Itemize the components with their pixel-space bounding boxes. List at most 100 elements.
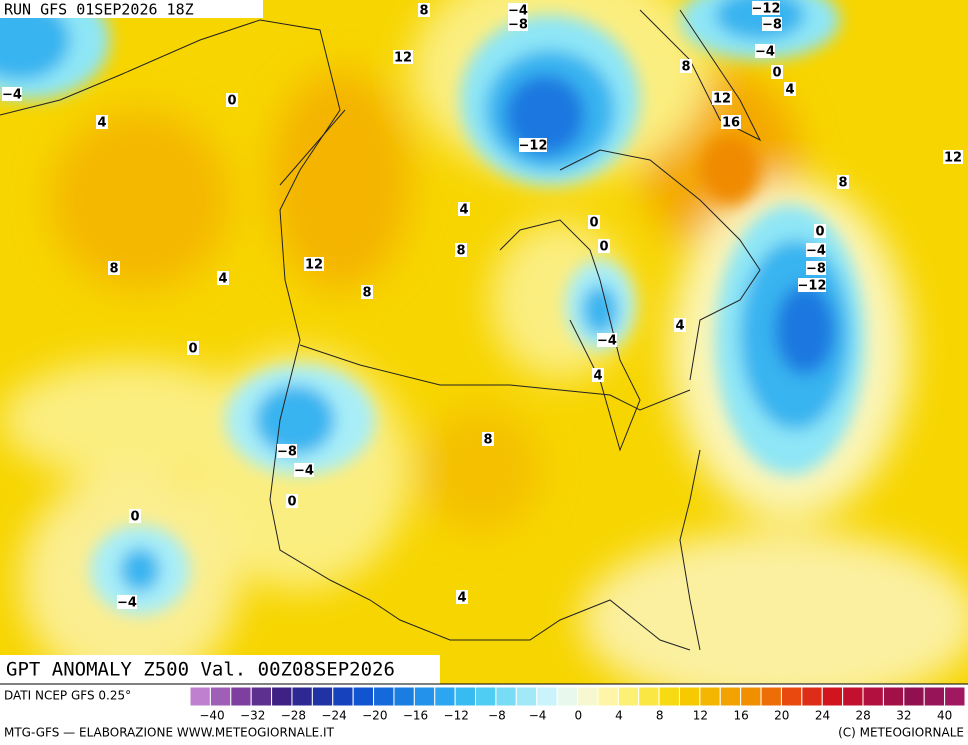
contour-label-bg [226, 93, 238, 107]
footer-left: MTG-GFS — ELABORAZIONE WWW.METEOGIORNALE… [4, 726, 335, 740]
colorbar-label: −32 [240, 709, 265, 723]
colorbar-swatch [842, 686, 864, 707]
colorbar-swatch [189, 686, 211, 707]
contour-label-bg [458, 202, 470, 216]
contour-label: −8 [277, 445, 297, 460]
contour-label-bg [674, 318, 686, 332]
colorbar-label: 40 [937, 709, 952, 723]
colorbar-swatch [515, 686, 538, 707]
colorbar-swatch [536, 686, 558, 707]
contour-label: 4 [457, 591, 466, 606]
map-field [0, 0, 968, 684]
contour-label-bg [762, 17, 782, 31]
colorbar-swatch [597, 686, 619, 707]
contour-label-bg [187, 341, 199, 355]
colorbar-swatch [209, 686, 232, 707]
contour-label: 16 [722, 116, 740, 131]
colorbar: −40 −32 −28 −24 −20 −16 −12 −8 −4 0 4 8 12 16 20 24 28 32… [189, 686, 966, 723]
colorbar-swatch [454, 686, 477, 707]
colorbar-label: 0 [574, 709, 582, 723]
colorbar-swatch [495, 686, 517, 707]
colorbar-swatch [862, 686, 884, 707]
title-box [0, 655, 440, 684]
contour-label: 12 [713, 92, 731, 107]
colorbar-swatch [393, 686, 415, 707]
colorbar-label: −12 [444, 709, 469, 723]
colorbar-swatch [617, 686, 640, 707]
contour-label-bg [286, 494, 298, 508]
colorbar-label: −40 [199, 709, 224, 723]
contour-label-bg [806, 261, 826, 275]
colorbar-swatch [740, 686, 762, 707]
contour-label: −8 [806, 262, 826, 277]
contour-label: 0 [287, 495, 296, 510]
colorbar-swatch [271, 686, 293, 707]
contour-label-bg [361, 285, 373, 299]
colorbar-swatch [291, 686, 313, 707]
contour-label: −4 [2, 88, 22, 103]
colorbar-swatch [373, 686, 395, 707]
colorbar-swatch [719, 686, 742, 707]
contour-label: 12 [394, 51, 412, 66]
contour-label-bg [117, 595, 137, 609]
colorbar-swatch [801, 686, 823, 707]
colorbar-label: −28 [281, 709, 306, 723]
footer-right: (C) METEOGIORNALE [838, 726, 964, 740]
colorbar-label: 12 [693, 709, 708, 723]
colorbar-swatch [923, 686, 946, 707]
contour-label: −12 [519, 139, 548, 154]
contour-label: 0 [815, 225, 824, 240]
colorbar-swatch [413, 686, 436, 707]
colorbar-label: 32 [896, 709, 911, 723]
contour-label: −4 [597, 334, 617, 349]
contour-label-bg [597, 333, 617, 347]
contour-label-bg [108, 261, 120, 275]
contour-label: −4 [294, 464, 314, 479]
colorbar-label: 16 [733, 709, 748, 723]
colorbar-swatch [760, 686, 782, 707]
colorbar-swatch [678, 686, 701, 707]
contour-label: 8 [838, 176, 847, 191]
contour-label: −8 [762, 18, 782, 33]
contour-label: −4 [755, 45, 775, 60]
contour-label-bg [294, 463, 314, 477]
contour-label-bg [755, 44, 775, 58]
coastlines [0, 9, 762, 651]
contour-label-bg [217, 271, 229, 285]
contour-label: 0 [188, 342, 197, 357]
colorbar-label: 4 [615, 709, 623, 723]
contour-label: 0 [130, 510, 139, 525]
colorbar-label: 8 [656, 709, 664, 723]
contour-label: 12 [944, 151, 962, 166]
contour-label: −8 [508, 18, 528, 33]
contour-label-bg [712, 91, 732, 105]
contour-label-bg [680, 59, 692, 73]
contour-label-bg [96, 115, 108, 129]
contour-label: 0 [589, 216, 598, 231]
colorbar-label: −24 [321, 709, 346, 723]
contour-label-bg [304, 257, 324, 271]
contour-label: 8 [362, 286, 371, 301]
map-title: GPT ANOMALY Z500 Val. 00Z08SEP2026 [6, 659, 395, 681]
contour-label: 8 [681, 60, 690, 75]
contour-label: −4 [806, 244, 826, 259]
contour-label: 4 [785, 83, 794, 98]
colorbar-swatch [434, 686, 456, 707]
contour-label-bg [508, 3, 528, 17]
colorbar-swatch [944, 686, 966, 707]
contour-label-bg [418, 3, 430, 17]
contour-label-bg [277, 444, 297, 458]
colorbar-swatch [250, 686, 273, 707]
contour-label: 4 [459, 203, 468, 218]
contour-label: −12 [752, 2, 781, 17]
contour-label-bg [752, 1, 780, 15]
contour-label: −12 [798, 279, 827, 294]
contour-label-bg [2, 87, 22, 101]
colorbar-swatch [352, 686, 375, 707]
colorbar-swatch [658, 686, 680, 707]
colorbar-swatch [556, 686, 579, 707]
contour-label: 12 [305, 258, 323, 273]
contour-label-bg [771, 65, 783, 79]
contour-label-bg [508, 17, 528, 31]
